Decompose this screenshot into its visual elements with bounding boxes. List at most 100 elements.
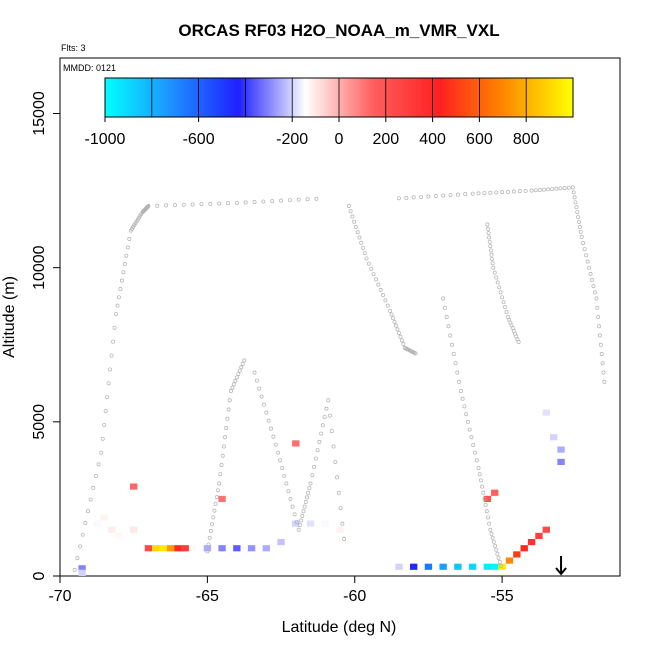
track-point: [577, 220, 581, 224]
track-point: [574, 205, 579, 210]
track-point: [303, 500, 308, 504]
track-point: [302, 504, 307, 509]
track-point: [254, 378, 259, 383]
track-point: [500, 295, 505, 300]
track-point: [279, 198, 284, 203]
track-point: [252, 200, 257, 204]
colorbar-swatch: [158, 78, 162, 117]
track-point: [516, 340, 521, 344]
track-point: [450, 342, 454, 347]
track-point: [495, 551, 500, 556]
track-point: [493, 543, 497, 548]
colorbar-swatch: [409, 78, 413, 117]
track-point: [199, 202, 204, 207]
colorbar-swatch: [303, 78, 307, 117]
track-point: [207, 535, 212, 540]
track-point: [261, 199, 266, 204]
track-point: [310, 473, 315, 478]
track-point: [352, 219, 357, 224]
track-point: [122, 262, 127, 266]
track-point: [381, 293, 385, 298]
track-point: [225, 416, 230, 421]
colorbar-swatch: [243, 78, 246, 117]
track-point: [501, 300, 506, 305]
track-point: [591, 284, 596, 289]
colorbar-swatch: [224, 78, 228, 117]
track-point: [470, 191, 475, 196]
heat-cell: [424, 563, 433, 570]
colorbar-swatch: [245, 78, 249, 117]
colorbar-swatch: [233, 78, 237, 117]
track-point: [322, 414, 327, 419]
track-point: [546, 187, 551, 192]
track-point: [361, 245, 365, 250]
track-point: [366, 261, 371, 266]
colorbar-swatch: [472, 78, 476, 117]
track-point: [460, 396, 465, 401]
track-point: [491, 265, 496, 270]
heat-cell: [144, 545, 153, 552]
track-point: [257, 386, 262, 391]
heat-cell: [218, 545, 226, 552]
colorbar-swatch: [147, 78, 151, 117]
track-point: [496, 555, 501, 560]
track-point: [86, 509, 90, 514]
colorbar-swatch: [226, 78, 230, 117]
heat-cell: [203, 545, 212, 552]
track-point: [582, 247, 587, 252]
track-point: [483, 503, 488, 508]
x-tick-label: -60: [343, 588, 366, 605]
track-point: [214, 495, 219, 500]
track-point: [481, 490, 486, 495]
track-point: [335, 475, 340, 480]
track-point: [473, 450, 477, 455]
down-arrow-icon: [555, 556, 567, 576]
heat-cell: [454, 563, 462, 570]
colorbar-swatch: [360, 78, 363, 117]
track-point: [571, 190, 576, 195]
heat-cell: [292, 440, 300, 447]
track-point: [99, 450, 104, 455]
colorbar-swatch: [495, 78, 499, 117]
colorbar-swatch: [416, 78, 420, 117]
track-point: [290, 504, 295, 509]
colorbar-swatch: [346, 78, 349, 117]
track-point: [269, 426, 273, 431]
y-tick-label: 0: [31, 571, 48, 580]
colorbar-swatch: [563, 78, 567, 117]
colorbar-swatch: [172, 78, 176, 117]
track-point: [469, 435, 474, 440]
colorbar-swatch: [467, 78, 471, 117]
colorbar-tick-label: 600: [466, 131, 493, 148]
y-axis-title: Altitude (m): [1, 276, 18, 358]
track-point: [465, 419, 470, 424]
colorbar-swatch: [170, 78, 174, 117]
colorbar-swatch: [257, 78, 261, 117]
colorbar-swatch: [203, 78, 207, 117]
track-point: [276, 450, 281, 455]
y-axis: 0 5000 10000 15000: [31, 91, 60, 580]
track-point: [273, 442, 278, 447]
colorbar-swatch: [154, 78, 158, 117]
track-point: [517, 189, 522, 194]
colorbar-swatch: [479, 78, 483, 117]
date-note: MMDD: 0121: [63, 63, 116, 73]
colorbar-swatch: [168, 78, 172, 117]
track-point: [542, 187, 546, 192]
colorbar-swatch: [388, 78, 392, 117]
track-point: [451, 352, 456, 356]
track-point: [119, 278, 124, 283]
track-point: [482, 191, 487, 195]
track-point: [371, 272, 376, 277]
colorbar-swatch: [163, 78, 167, 117]
track-point: [226, 201, 230, 206]
colorbar-swatch: [189, 78, 193, 117]
track-point: [224, 426, 229, 430]
colorbar-swatch: [119, 78, 122, 117]
track-point: [164, 203, 169, 208]
colorbar-swatch: [477, 78, 480, 117]
track-point: [116, 295, 121, 300]
track-point: [355, 230, 360, 235]
heat-cell: [115, 532, 123, 539]
